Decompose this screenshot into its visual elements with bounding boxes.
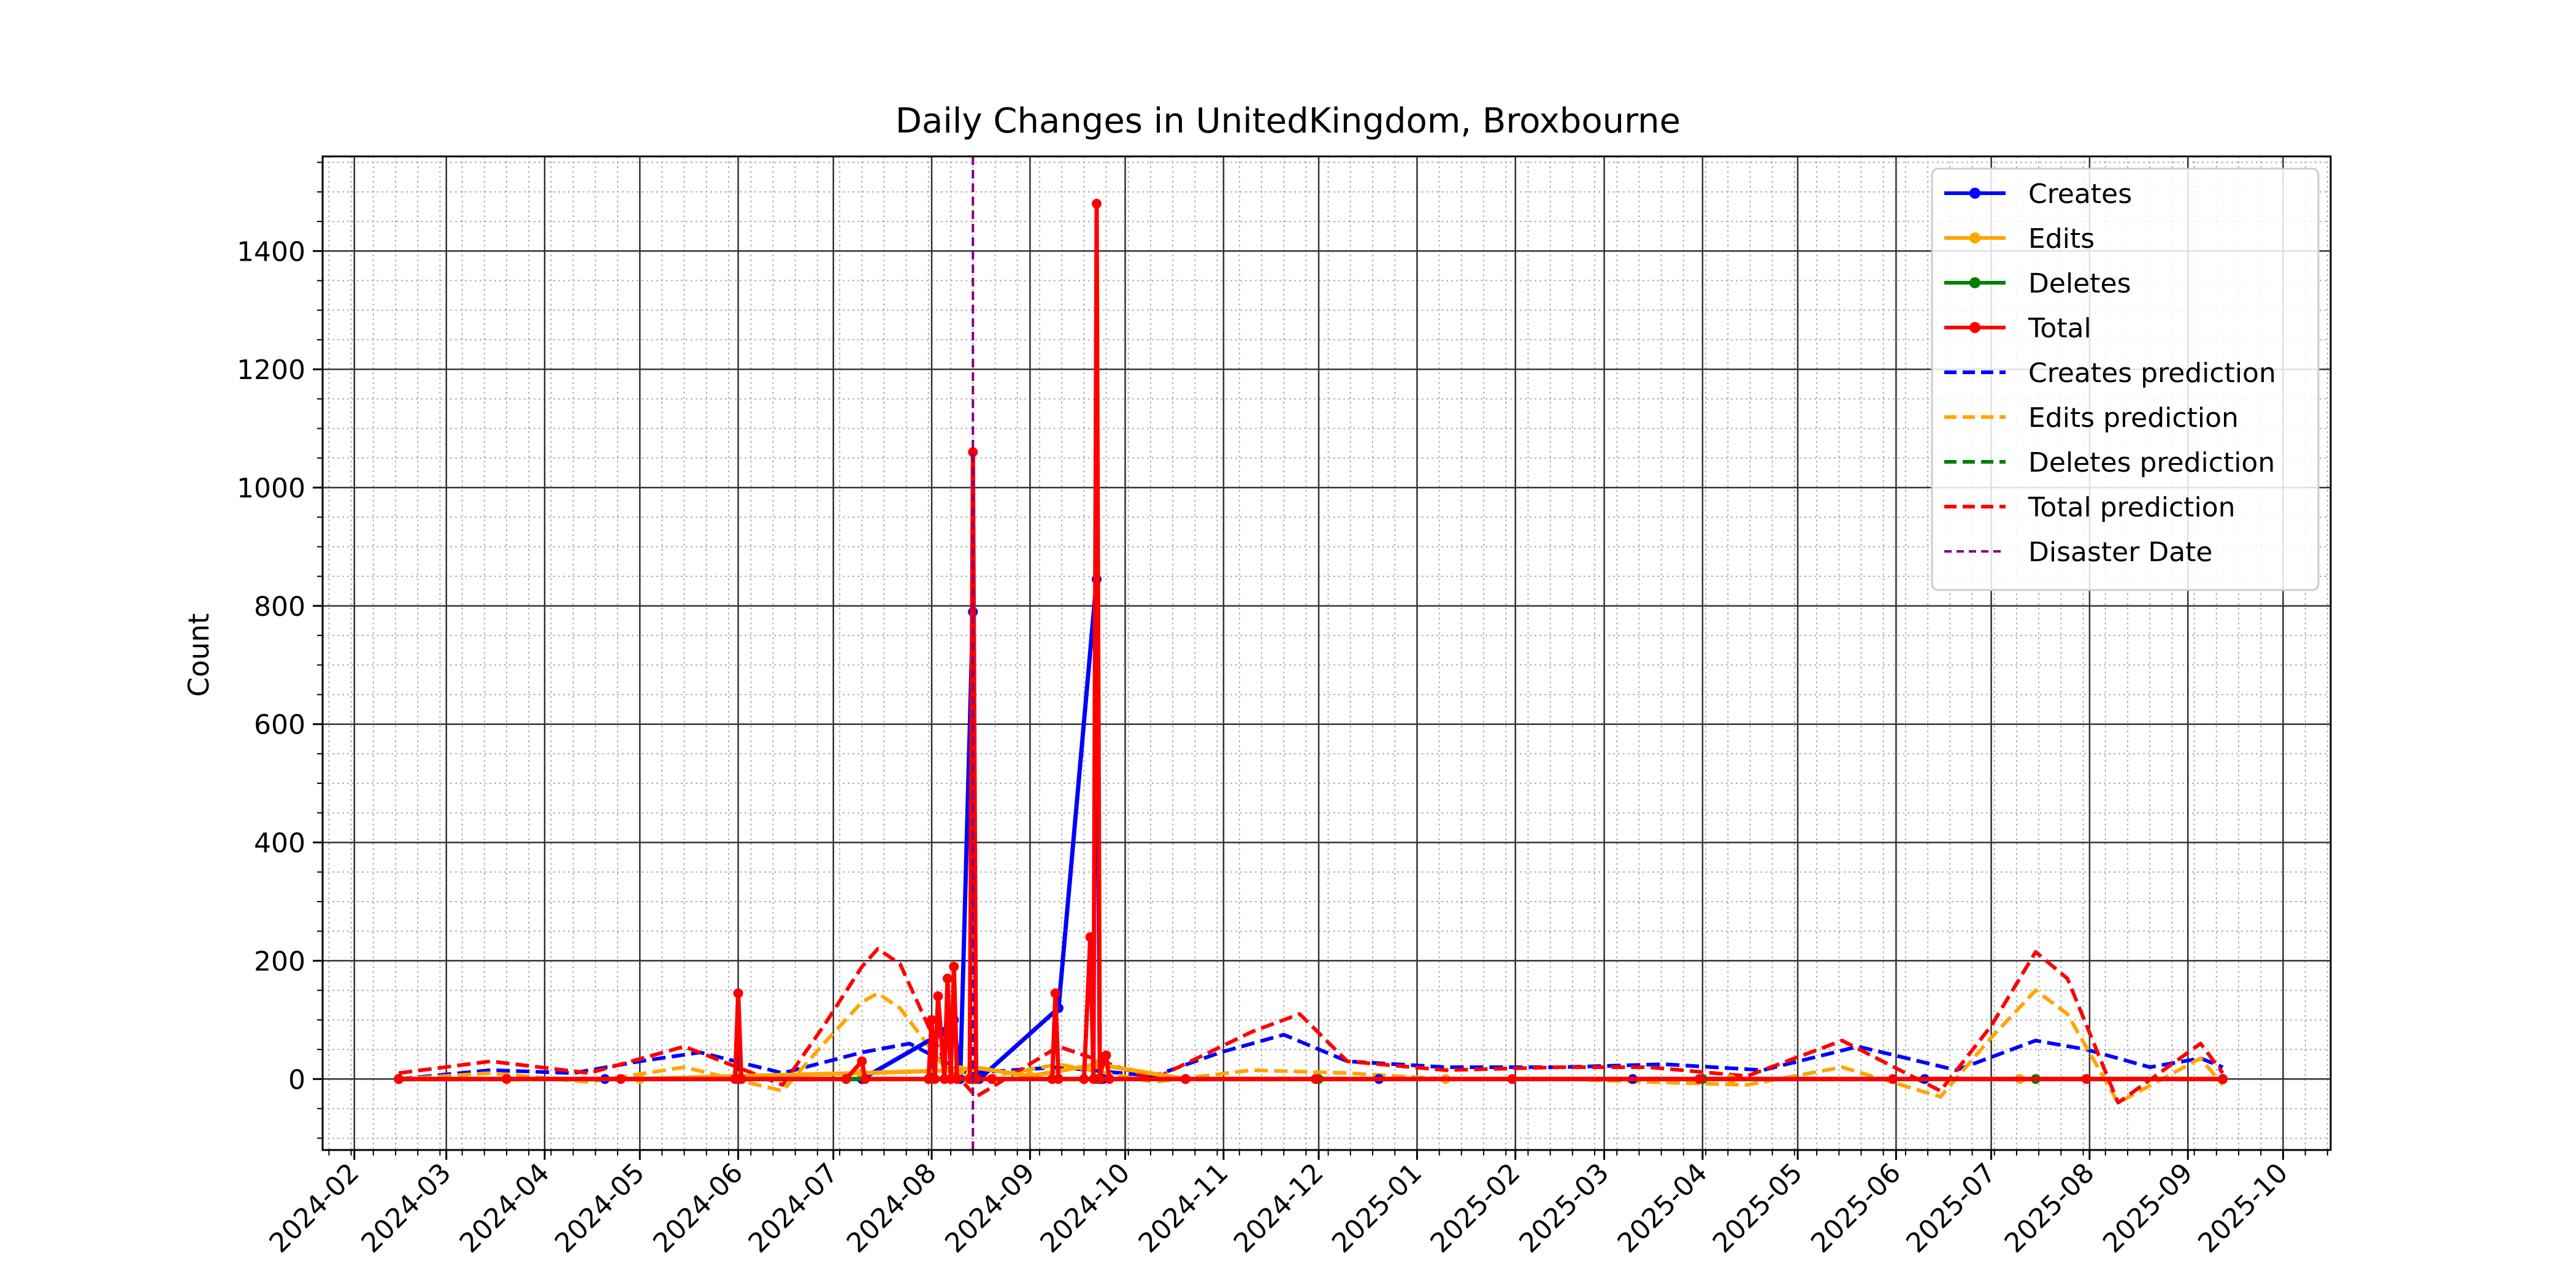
y-tick-label: 0 <box>288 1064 305 1095</box>
legend-label-disaster-date: Disaster Date <box>2028 537 2212 568</box>
legend-label-creates-prediction: Creates prediction <box>2028 358 2276 389</box>
data-point-total <box>1085 932 1095 942</box>
data-point-total <box>942 973 953 984</box>
data-point-total <box>733 988 743 999</box>
data-point-total <box>841 1074 851 1084</box>
data-point-total <box>1310 1074 1321 1084</box>
data-point-total <box>1888 1074 1898 1084</box>
data-point-total <box>933 991 943 1002</box>
y-tick-label: 1400 <box>237 236 305 267</box>
data-point-total <box>1050 988 1060 999</box>
legend-marker-edits <box>1969 232 1980 243</box>
y-tick-label: 1000 <box>237 473 305 504</box>
data-point-total <box>930 1074 940 1084</box>
data-point-total <box>949 962 959 972</box>
legend-label-edits: Edits <box>2028 223 2095 255</box>
data-point-total <box>616 1074 626 1084</box>
data-point-total <box>952 1074 962 1084</box>
data-point-total <box>1180 1074 1190 1084</box>
data-point-total <box>927 1014 937 1025</box>
data-point-total <box>394 1074 404 1084</box>
data-point-total <box>501 1074 512 1084</box>
data-point-total <box>2081 1074 2091 1084</box>
data-point-total <box>1053 1074 1064 1084</box>
y-axis: 0 200 400 600 800 1000 1200 1400 <box>237 161 323 1139</box>
series-line-edits-prediction <box>398 988 2225 1105</box>
data-point-total <box>1095 1074 1105 1084</box>
y-tick-label: 800 <box>254 591 305 623</box>
legend-label-edits-prediction: Edits prediction <box>2028 402 2239 434</box>
data-point-total <box>987 1074 997 1084</box>
series-line-total <box>399 201 2223 1081</box>
plot-area <box>321 155 2332 1151</box>
legend: Creates Edits Deletes Total Creates predicti… <box>1931 167 2320 591</box>
legend-marker-total <box>1969 322 1980 333</box>
data-point-total <box>860 1074 870 1084</box>
legend-label-deletes-prediction: Deletes prediction <box>2028 447 2275 478</box>
y-tick-label: 400 <box>254 828 305 859</box>
legend-box <box>1931 167 2320 591</box>
legend-label-creates: Creates <box>2028 178 2132 210</box>
y-axis-label: Count <box>182 613 215 697</box>
data-point-total <box>1092 199 1102 209</box>
legend-marker-creates <box>1969 188 1980 199</box>
y-tick-label: 600 <box>254 710 305 741</box>
data-point-total <box>1104 1074 1114 1084</box>
minor-grid <box>323 156 2331 1150</box>
legend-label-deletes: Deletes <box>2028 268 2131 299</box>
data-point-total <box>1507 1074 1517 1084</box>
data-point-total <box>1694 1074 1704 1084</box>
y-tick-label: 200 <box>254 946 305 977</box>
legend-label-total: Total <box>2028 313 2091 344</box>
chart-title: Daily Changes in UnitedKingdom, Broxbour… <box>895 101 1681 141</box>
legend-marker-deletes <box>1969 277 1980 288</box>
series-line-total-prediction <box>398 947 2225 1105</box>
data-point-total <box>857 1056 867 1067</box>
data-point-total <box>736 1074 746 1084</box>
y-tick-label: 1200 <box>237 355 305 386</box>
series-layer <box>394 199 2228 1105</box>
data-point-total <box>1101 1050 1111 1060</box>
legend-label-total-prediction: Total prediction <box>2028 492 2236 523</box>
plot-frame <box>321 155 2332 1151</box>
data-point-total <box>2218 1074 2228 1084</box>
data-point-total <box>968 447 978 458</box>
data-point-total <box>1079 1074 1089 1084</box>
